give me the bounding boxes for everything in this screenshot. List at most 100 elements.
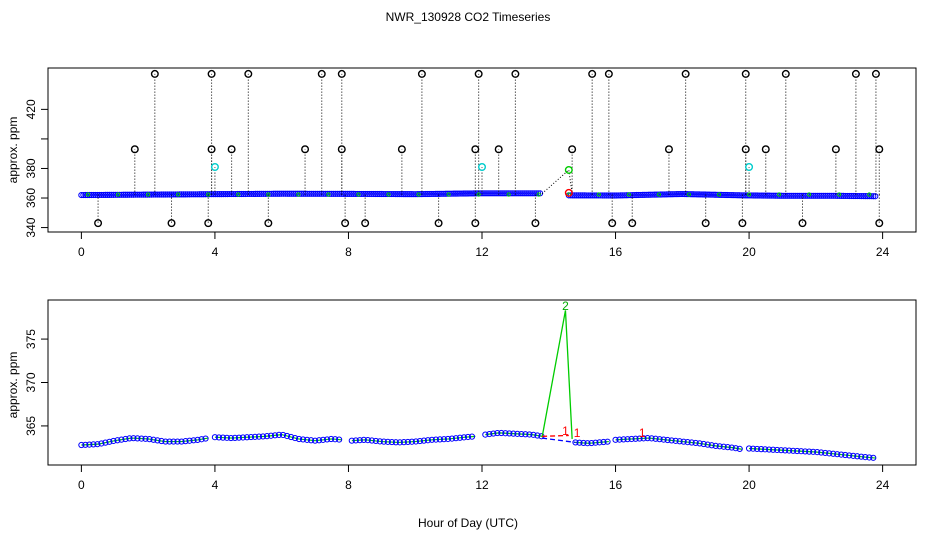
data-point [246, 190, 253, 198]
data-point [468, 433, 476, 440]
data-point [664, 436, 671, 444]
data-point [94, 441, 101, 448]
data-point-green [386, 192, 391, 197]
data-point [728, 444, 735, 451]
data-point [364, 436, 371, 444]
data-point [822, 449, 829, 457]
data-point [593, 192, 600, 199]
data-point [846, 192, 853, 200]
connector-red [542, 434, 569, 437]
data-point [190, 191, 197, 198]
data-point [170, 438, 177, 445]
data-point [834, 451, 841, 458]
data-point [786, 192, 793, 199]
data-point [816, 192, 823, 199]
data-point [717, 191, 725, 198]
data-point [818, 192, 825, 199]
data-point [248, 190, 255, 198]
data-point [376, 190, 383, 198]
data-point [422, 190, 430, 198]
data-point [788, 192, 795, 199]
data-point [130, 191, 137, 198]
data-point [830, 192, 837, 199]
data-point [202, 191, 209, 198]
data-point [579, 192, 586, 199]
data-point [267, 432, 275, 439]
data-point [612, 436, 619, 443]
data-point [854, 453, 861, 460]
data-point [380, 190, 387, 198]
data-point [723, 191, 731, 199]
data-point [530, 190, 538, 197]
data-point [404, 438, 411, 446]
data-point [420, 437, 428, 444]
data-point [138, 191, 145, 198]
spike-point [434, 219, 443, 228]
data-point-green [85, 192, 91, 197]
data-point-green [416, 192, 421, 197]
data-point [362, 190, 369, 198]
data-point [291, 434, 299, 442]
data-point-green [626, 192, 631, 197]
spike-point [628, 219, 637, 228]
data-point [644, 435, 651, 442]
data-point [332, 436, 339, 443]
data-point [866, 193, 873, 200]
data-point [368, 190, 375, 198]
data-point [424, 190, 432, 198]
data-point [124, 191, 131, 198]
data-point [292, 190, 299, 197]
data-point [649, 191, 657, 198]
data-point [627, 192, 634, 199]
panel-top-ylabel: approx. ppm [6, 117, 20, 184]
data-point [778, 447, 785, 454]
data-point [320, 190, 327, 197]
data-point [484, 190, 492, 197]
data-point [755, 192, 763, 199]
data-point [685, 191, 693, 198]
data-point [850, 452, 857, 459]
data-point [812, 192, 819, 199]
data-point-green [867, 192, 872, 197]
data-point [244, 190, 251, 198]
spike-point [741, 145, 750, 154]
data-point [496, 190, 504, 197]
data-point [158, 437, 165, 445]
data-point [576, 439, 583, 446]
data-point [114, 437, 121, 444]
data-point [178, 438, 185, 445]
data-point [279, 431, 287, 439]
data-point [753, 192, 761, 199]
data-point [770, 446, 777, 453]
data-point [290, 190, 297, 197]
data-point [380, 438, 387, 445]
data-point [230, 190, 237, 198]
data-point [648, 435, 655, 442]
data-point [635, 191, 643, 199]
data-point [128, 191, 135, 198]
connector-blue [542, 437, 576, 444]
data-point-green [176, 192, 181, 197]
data-point [78, 191, 85, 199]
data-point [656, 436, 663, 443]
data-point [798, 192, 805, 199]
data-point [696, 440, 703, 447]
data-point [820, 192, 827, 199]
data-point [90, 191, 97, 199]
data-point [238, 190, 245, 198]
data-point [456, 190, 464, 197]
data-point-green [116, 192, 121, 197]
spike-point [130, 145, 139, 154]
data-point [486, 190, 494, 197]
data-point [657, 191, 665, 198]
data-point [323, 436, 331, 443]
data-point [247, 433, 255, 441]
data-point [653, 191, 661, 198]
data-point [310, 190, 317, 197]
data-point [434, 190, 442, 197]
data-point-green [236, 192, 241, 197]
data-point [352, 190, 359, 198]
data-point [298, 190, 305, 197]
data-point [810, 448, 817, 455]
data-point-green [146, 192, 151, 197]
